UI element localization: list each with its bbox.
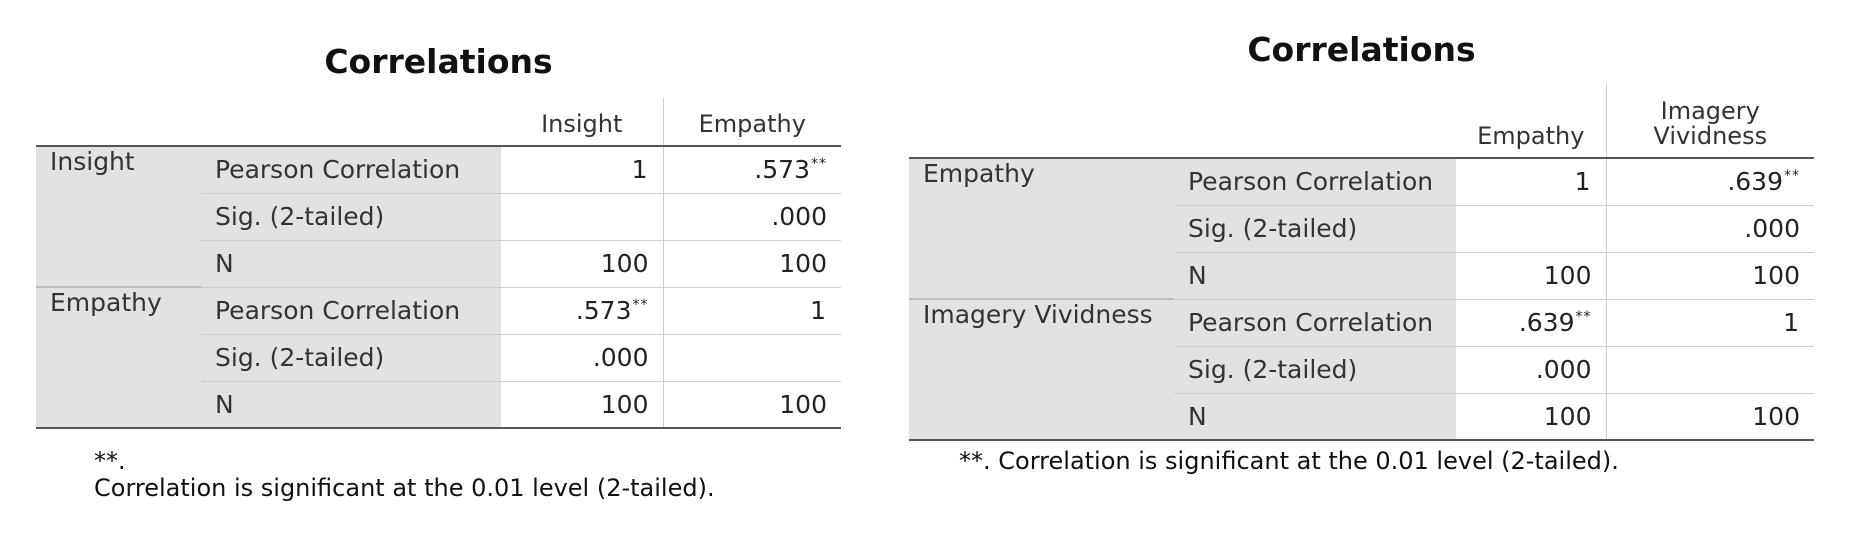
- table-row: N 100 100: [36, 240, 841, 288]
- right-correlations-table: Empathy Imagery Vividness Empathy Pearso…: [909, 84, 1814, 441]
- cell-value: 100: [1456, 393, 1606, 441]
- footnote-marker: **.: [94, 447, 126, 475]
- row-variable-label: Empathy: [36, 287, 201, 429]
- cell-value: [662, 334, 841, 382]
- stat-label: N: [201, 240, 501, 288]
- stat-label: Pearson Correlation: [201, 146, 501, 194]
- right-table-title: Correlations: [1247, 30, 1476, 69]
- cell-value: .000: [501, 334, 663, 382]
- table-row: N 100 100: [36, 381, 841, 429]
- table-row: Insight Pearson Correlation 1 .573**: [36, 146, 841, 288]
- cell-value: 1: [1456, 158, 1606, 206]
- header-row: Insight Empathy: [36, 98, 841, 146]
- footnote-text: Correlation is significant at the 0.01 l…: [998, 447, 1619, 475]
- column-header: Insight: [541, 110, 623, 138]
- column-header: Empathy: [662, 98, 841, 146]
- stat-label: N: [201, 381, 501, 429]
- stat-label: Pearson Correlation: [1174, 158, 1456, 206]
- column-header: Empathy: [1477, 122, 1585, 150]
- table-footnote: **. Correlation is significant at the 0.…: [959, 448, 1759, 475]
- cell-value: 100: [662, 381, 841, 429]
- footnote-text: Correlation is significant at the 0.01 l…: [94, 474, 715, 502]
- cell-value: 100: [501, 381, 663, 429]
- stat-label: Sig. (2-tailed): [201, 334, 501, 382]
- cell-value: [501, 193, 663, 241]
- cell-value: .000: [1456, 346, 1606, 394]
- header-blank: [201, 98, 501, 146]
- cell-value: 100: [501, 240, 663, 288]
- table-row: N 100 100: [909, 393, 1814, 441]
- row-variable-label: Insight: [36, 146, 201, 288]
- cell-value: 1: [662, 287, 841, 335]
- table-row: Empathy Pearson Correlation 1 .639**: [909, 158, 1814, 300]
- table-footnote: **. Correlation is significant at the 0.…: [94, 448, 734, 502]
- stat-label: N: [1174, 393, 1456, 441]
- stat-label: Sig. (2-tailed): [1174, 205, 1456, 253]
- cell-value: .000: [1605, 205, 1814, 253]
- row-variable-label: Imagery Vividness: [909, 299, 1174, 441]
- table-row: Sig. (2-tailed) .000: [909, 205, 1814, 253]
- table-row: Sig. (2-tailed) .000: [36, 193, 841, 241]
- cell-value: 1: [501, 146, 663, 194]
- left-table-title: Correlations: [324, 42, 553, 81]
- stat-label: Sig. (2-tailed): [201, 193, 501, 241]
- table-row: Imagery Vividness Pearson Correlation .6…: [909, 299, 1814, 441]
- stat-label: Sig. (2-tailed): [1174, 346, 1456, 394]
- table-row: Sig. (2-tailed) .000: [909, 346, 1814, 394]
- header-blank: [36, 98, 201, 146]
- header-blank: [1174, 84, 1456, 158]
- cell-value: .639**: [1605, 158, 1814, 206]
- table-row: N 100 100: [909, 252, 1814, 300]
- cell-value: [1605, 346, 1814, 394]
- stat-label: Pearson Correlation: [1174, 299, 1456, 347]
- cell-value: .639**: [1456, 299, 1606, 347]
- stat-label: Pearson Correlation: [201, 287, 501, 335]
- cell-value: 1: [1605, 299, 1814, 347]
- cell-value: .573**: [662, 146, 841, 194]
- cell-value: 100: [1605, 393, 1814, 441]
- footnote-marker: **.: [959, 447, 991, 475]
- header-blank: [909, 84, 1174, 158]
- cell-value: .000: [662, 193, 841, 241]
- cell-value: 100: [1456, 252, 1606, 300]
- row-variable-label: Empathy: [909, 158, 1174, 300]
- stat-label: N: [1174, 252, 1456, 300]
- column-header: Imagery Vividness: [1605, 84, 1814, 158]
- cell-value: .573**: [501, 287, 663, 335]
- cell-value: 100: [662, 240, 841, 288]
- header-row: Empathy Imagery Vividness: [909, 84, 1814, 158]
- table-row: Sig. (2-tailed) .000: [36, 334, 841, 382]
- table-row: Empathy Pearson Correlation .573** 1: [36, 287, 841, 429]
- left-correlations-table: Insight Empathy Insight Pearson Correlat…: [36, 98, 841, 429]
- cell-value: 100: [1605, 252, 1814, 300]
- cell-value: [1456, 205, 1606, 253]
